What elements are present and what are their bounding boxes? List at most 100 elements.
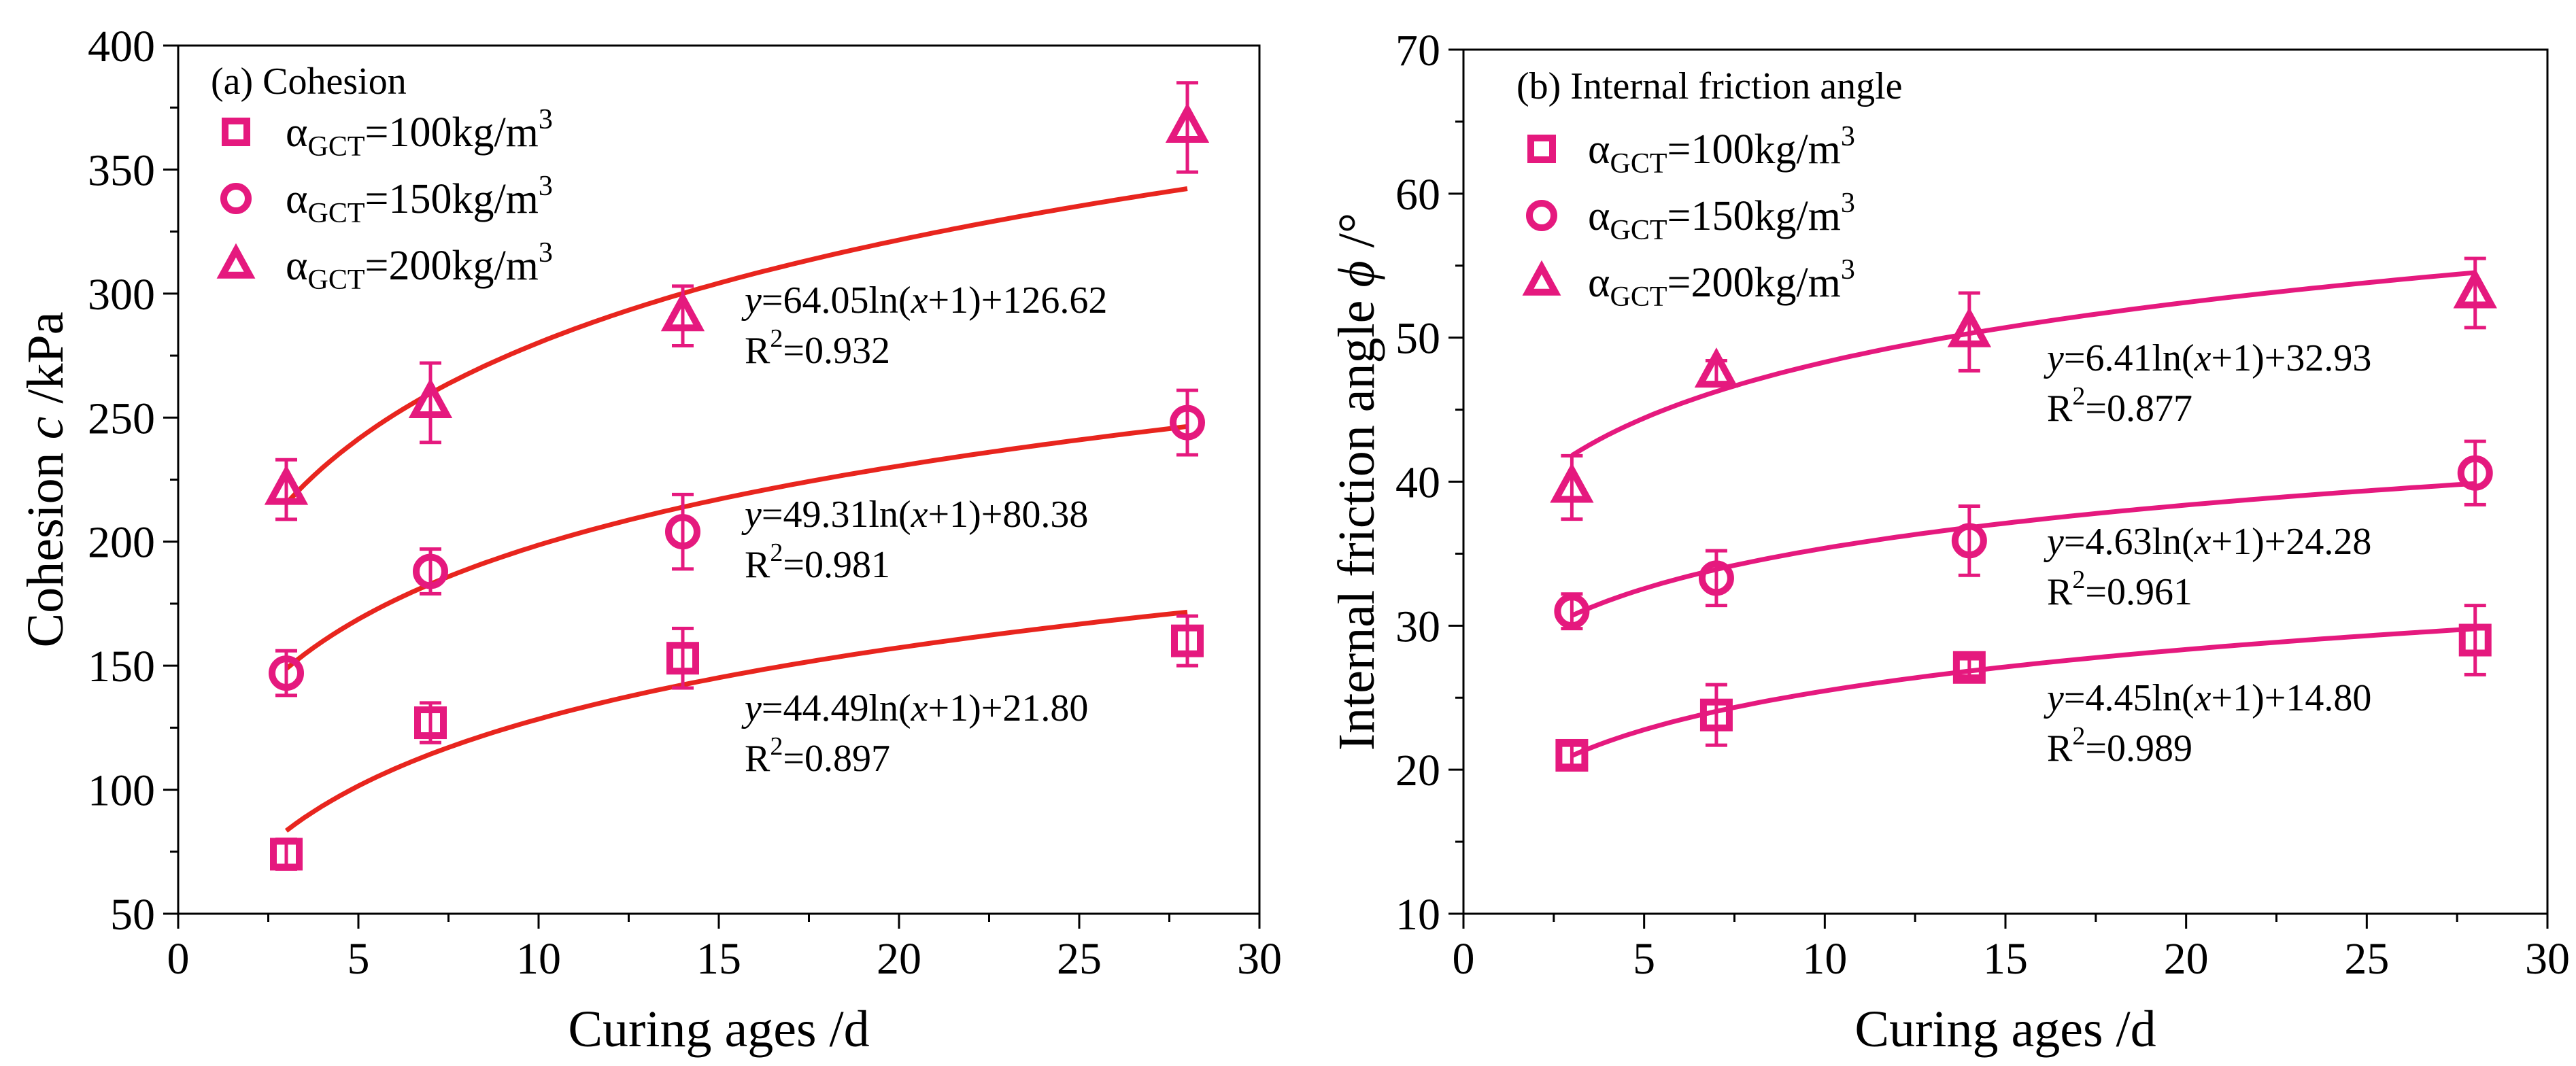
- fit-equation-tail: +1)+126.62: [928, 279, 1108, 322]
- y-axis-title-unit: /kPa: [17, 312, 74, 417]
- legend-label: αGCT=150kg/m3: [1588, 188, 1855, 246]
- legend-label: αGCT=200kg/m3: [1588, 254, 1855, 313]
- y-tick-label: 100: [88, 766, 155, 816]
- legend-label-value: =150kg/m: [1667, 193, 1840, 239]
- fit-equation-coef: =64.05ln(: [762, 279, 911, 322]
- fit-r-squared-value: =0.877: [2085, 388, 2192, 430]
- legend-label-value: =200kg/m: [365, 243, 538, 289]
- series-circle: [269, 388, 1205, 698]
- data-point: [1698, 560, 1734, 596]
- fit-equation: y=6.41ln(x+1)+32.93: [2044, 337, 2371, 379]
- fit-r-squared-r: R: [745, 738, 770, 780]
- data-point: [408, 378, 453, 418]
- data-point: [2457, 455, 2493, 491]
- legend-label-symbol: α: [1588, 193, 1610, 239]
- data-point: [1550, 462, 1594, 503]
- legend-label-value: =200kg/m: [1667, 260, 1840, 306]
- y-tick-label: 200: [88, 518, 155, 568]
- legend-label: αGCT=200kg/m3: [286, 237, 553, 296]
- fit-equation-tail: +1)+21.80: [928, 687, 1089, 729]
- y-tick-label: 150: [88, 642, 155, 691]
- legend-label-subscript: GCT: [307, 198, 365, 229]
- y-axis-title-unit: /°: [1328, 213, 1385, 261]
- legend-label-symbol: α: [1588, 260, 1610, 306]
- legend-label: αGCT=100kg/m3: [1588, 121, 1855, 179]
- y-tick-label: 300: [88, 270, 155, 320]
- data-point: [270, 838, 303, 871]
- y-tick-label: 60: [1395, 170, 1440, 220]
- legend-label: αGCT=150kg/m3: [286, 171, 553, 229]
- legend-label-superscript: 3: [539, 237, 553, 269]
- panel-title: (b) Internal friction angle: [1516, 65, 1903, 107]
- legend-label-superscript: 3: [1841, 188, 1855, 219]
- x-tick-label: 25: [2344, 934, 2389, 984]
- fit-r-squared-value: =0.981: [783, 544, 890, 586]
- fit-r-squared-r: R: [745, 544, 770, 586]
- x-tick-label: 20: [877, 934, 921, 984]
- series-circle: [1554, 439, 2493, 631]
- x-tick-label: 10: [516, 934, 561, 984]
- x-tick-label: 30: [1237, 934, 1282, 984]
- fit-r-squared: R2=0.981: [745, 538, 890, 586]
- fit-equation-x: x: [2194, 677, 2211, 719]
- y-tick-label: 70: [1395, 26, 1440, 75]
- fit-equation: y=4.45ln(x+1)+14.80: [2044, 677, 2371, 719]
- x-tick-label: 20: [2164, 934, 2209, 984]
- fit-r-squared-value: =0.932: [783, 330, 890, 372]
- data-point: [2458, 623, 2492, 657]
- data-point: [660, 291, 705, 332]
- data-point: [1554, 594, 1590, 630]
- panel-title: (a) Cohesion: [211, 61, 407, 103]
- data-point: [2453, 268, 2497, 309]
- y-axis-title-prefix: Internal friction angle: [1328, 288, 1385, 751]
- fit-equation-y: y: [2044, 337, 2064, 379]
- legend-label-value: =150kg/m: [365, 176, 538, 222]
- x-tick-label: 10: [1802, 934, 1847, 984]
- legend-label: αGCT=100kg/m3: [286, 104, 553, 162]
- x-tick-label: 15: [1983, 934, 2028, 984]
- legend-label-symbol: α: [286, 176, 307, 222]
- data-point: [269, 655, 304, 691]
- legend-label-symbol: α: [286, 109, 307, 156]
- data-point: [1952, 651, 1986, 684]
- data-point: [666, 642, 699, 675]
- legend-marker-triangle: [216, 243, 256, 279]
- x-tick-label: 15: [696, 934, 741, 984]
- y-axis-title-variable: ϕ: [1328, 260, 1385, 287]
- series-triangle: [264, 81, 1210, 521]
- fit-equation-tail: +1)+80.38: [928, 494, 1089, 536]
- fit-equation-tail: +1)+32.93: [2211, 337, 2372, 379]
- fit-r-squared: R2=0.989: [2047, 722, 2192, 770]
- fit-equation-x: x: [2194, 337, 2211, 379]
- legend-label-value: =100kg/m: [1667, 126, 1840, 173]
- y-tick-label: 20: [1395, 746, 1440, 795]
- legend-label-subscript: GCT: [307, 131, 365, 162]
- y-tick-label: 350: [88, 145, 155, 195]
- data-point: [1170, 405, 1205, 441]
- legend-label-symbol: α: [1588, 126, 1610, 173]
- fit-equation: y=49.31ln(x+1)+80.38: [741, 494, 1088, 536]
- legend-label-symbol: α: [286, 243, 307, 289]
- fit-r-squared-superscript: 2: [2072, 566, 2085, 594]
- fit-r-squared-r: R: [745, 330, 770, 372]
- y-tick-label: 50: [110, 890, 155, 940]
- fit-equation-coef: =49.31ln(: [762, 494, 911, 536]
- legend-label-superscript: 3: [539, 171, 553, 202]
- fit-equation-x: x: [911, 279, 928, 322]
- fit-equation-y: y: [741, 687, 762, 729]
- fit-equation-tail: +1)+14.80: [2211, 677, 2372, 719]
- y-axis-title-prefix: Cohesion: [17, 439, 74, 647]
- fit-r-squared-value: =0.961: [2085, 571, 2192, 613]
- legend-label-subscript: GCT: [1610, 215, 1667, 246]
- fit-equation: y=44.49ln(x+1)+21.80: [741, 687, 1088, 729]
- x-axis-title: Curing ages /d: [1854, 1001, 2156, 1058]
- x-tick-label: 30: [2525, 934, 2570, 984]
- y-tick-label: 50: [1395, 314, 1440, 364]
- y-tick-label: 10: [1395, 890, 1440, 940]
- fit-equation-coef: =4.63ln(: [2064, 521, 2194, 563]
- x-tick-label: 25: [1057, 934, 1102, 984]
- fit-r-squared: R2=0.961: [2047, 566, 2192, 613]
- fit-equation: y=4.63ln(x+1)+24.28: [2044, 521, 2371, 563]
